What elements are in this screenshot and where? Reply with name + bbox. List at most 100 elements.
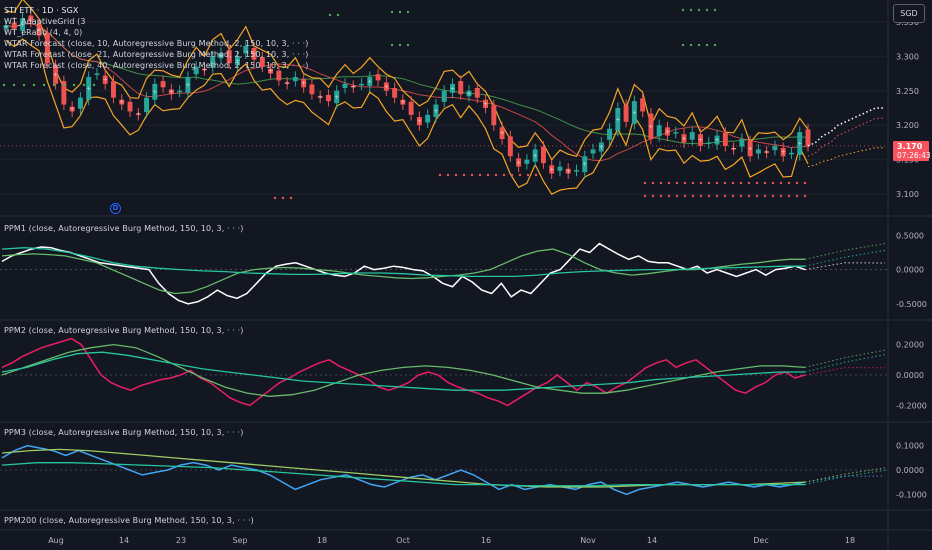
candle-body (53, 65, 59, 84)
signal-dot (747, 181, 751, 185)
forecast-line (807, 107, 883, 147)
candle-body (28, 15, 34, 22)
signal-dot (406, 43, 410, 47)
time-tick-label: 14 (119, 536, 129, 545)
candle-body (20, 18, 26, 31)
legend-adaptive-grid[interactable]: WT_AdaptiveGrid (3 (4, 17, 86, 26)
grid-cross-marker: + (648, 123, 653, 130)
legend-ppm2[interactable]: PPM2 (close, Autoregressive Burg Method,… (4, 326, 244, 335)
signal-dot (82, 83, 86, 87)
grid-cross-marker: + (367, 78, 372, 85)
signal-dot (707, 194, 711, 198)
signal-dot (273, 196, 277, 200)
candle-body (433, 104, 439, 117)
grid-cross-marker: + (549, 166, 554, 173)
grid-cross-marker: + (202, 66, 207, 73)
osc-series-line (1, 343, 806, 397)
signal-dot (526, 173, 530, 177)
grid-cross-marker: + (781, 149, 786, 156)
dividend-event-marker[interactable]: D (110, 203, 121, 214)
candle-body (714, 135, 720, 145)
candle-body (805, 129, 811, 146)
candle-body (168, 89, 174, 95)
candle-body (698, 134, 703, 146)
candle-body (788, 152, 794, 155)
grid-cross-marker: + (20, 22, 25, 29)
candle-body (144, 97, 150, 113)
osc-tick-label: 0.1000 (896, 442, 924, 451)
grid-cross-marker: + (103, 77, 108, 84)
grid-cross-marker: + (516, 159, 521, 166)
signal-dot (747, 194, 751, 198)
legend-eratio[interactable]: WT_eRatio (4, 4, 0) (4, 28, 83, 37)
time-tick-label: Nov (580, 536, 596, 545)
candle-body (317, 96, 323, 98)
signal-dot (803, 181, 807, 185)
candle-body (640, 98, 646, 112)
osc-tick-label: 0.0000 (896, 466, 924, 475)
symbol-title[interactable]: STI ETF · 1D · SGX (4, 6, 79, 15)
signal-dot (771, 181, 775, 185)
candle-body (425, 114, 431, 123)
signal-dot (534, 173, 538, 177)
candle-body (102, 75, 108, 84)
candle-body (392, 88, 398, 98)
signal-dot (723, 194, 727, 198)
candle-body (185, 76, 191, 93)
signal-dot (518, 173, 522, 177)
signal-dot (705, 43, 709, 47)
currency-button[interactable]: SGD (893, 4, 925, 23)
candle-body (235, 56, 240, 66)
candle-body (408, 101, 414, 115)
candle-body (259, 56, 265, 67)
grid-cross-marker: + (86, 85, 91, 92)
legend-forecast-10[interactable]: WTAR Forecast (close, 10, Autoregressive… (4, 39, 309, 48)
signal-dot (713, 8, 717, 12)
grid-cross-marker: + (615, 116, 620, 123)
signal-dot (390, 43, 394, 47)
signal-dot (486, 173, 490, 177)
legend-forecast-40[interactable]: WTAR Forecast (close, 40, Autoregressive… (4, 61, 309, 70)
signal-dot (42, 83, 46, 87)
signal-dot (779, 181, 783, 185)
candle-body (590, 149, 596, 154)
candle-body (359, 83, 365, 86)
grid-cross-marker: + (384, 84, 389, 91)
candle-body (334, 90, 340, 104)
grid-cross-marker: + (566, 168, 571, 175)
grid-cross-marker: + (467, 91, 472, 98)
candle-body (549, 165, 555, 174)
candle-body (797, 132, 803, 155)
candle-body (615, 108, 621, 131)
candle-body (499, 127, 505, 140)
candle-body (119, 99, 125, 105)
osc-series-line (1, 462, 805, 487)
legend-ppm1[interactable]: PPM1 (close, Autoregressive Burg Method,… (4, 224, 244, 233)
candle-body (772, 145, 778, 151)
signal-dot (731, 181, 735, 185)
price-tick-label: 3.200 (896, 121, 919, 130)
legend-ppm200[interactable]: PPM200 (close, Autoregressive Burg Metho… (4, 516, 254, 525)
time-tick-label: 14 (647, 536, 657, 545)
bar-countdown: 07:26:43 (897, 151, 931, 160)
candle-body (284, 82, 290, 84)
candle-body (325, 94, 331, 102)
candle-body (152, 83, 158, 100)
candle-body (474, 88, 480, 98)
candle-body (664, 127, 670, 136)
legend-ppm3[interactable]: PPM3 (close, Autoregressive Burg Method,… (4, 428, 244, 437)
candle-body (210, 56, 216, 68)
legend-forecast-21[interactable]: WTAR Forecast (close, 21, Autoregressive… (4, 50, 309, 59)
signal-dot (689, 8, 693, 12)
candle-body (557, 166, 563, 171)
grid-cross-marker: + (334, 94, 339, 101)
signal-dot (406, 10, 410, 14)
last-price-tag: 3.170 07:26:43 (893, 141, 931, 161)
signal-dot (763, 181, 767, 185)
signal-dot (643, 194, 647, 198)
grid-cross-marker: + (351, 84, 356, 91)
signal-dot (803, 194, 807, 198)
grid-cross-marker: + (169, 89, 174, 96)
candle-body (416, 116, 422, 126)
last-price-value: 3.170 (897, 142, 923, 151)
